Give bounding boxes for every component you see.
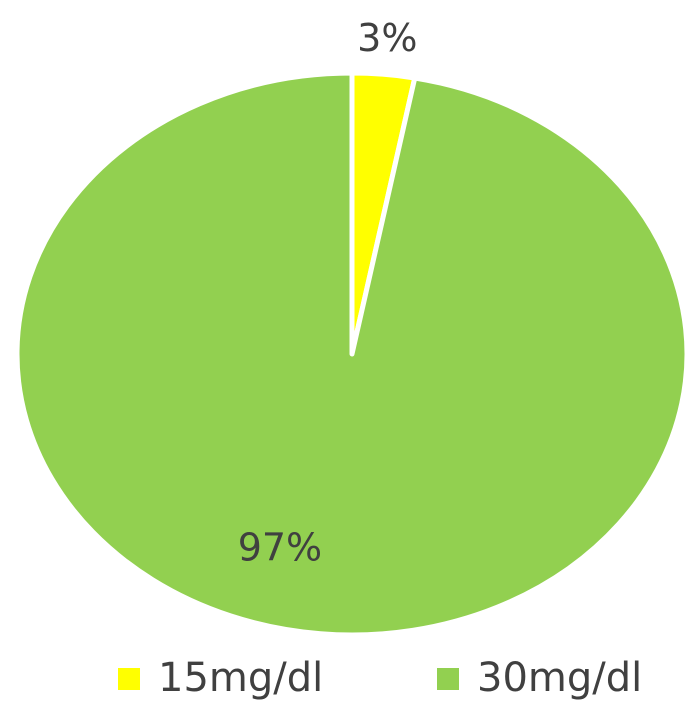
data-label: 97% xyxy=(238,525,322,569)
legend-swatch xyxy=(118,668,140,690)
data-label: 3% xyxy=(357,16,417,60)
pie-slice xyxy=(14,70,689,638)
legend-swatch xyxy=(437,668,459,690)
legend-label: 30mg/dl xyxy=(477,655,642,701)
legend-label: 15mg/dl xyxy=(158,655,323,701)
